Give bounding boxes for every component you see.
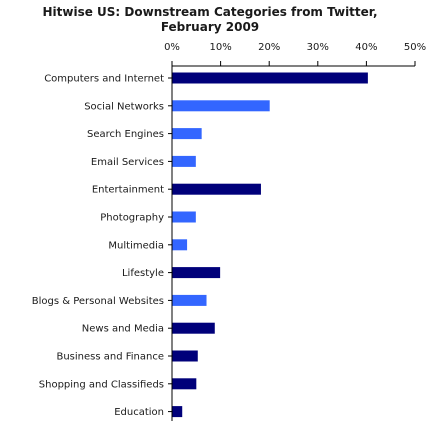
bar xyxy=(172,350,198,362)
bar xyxy=(172,378,197,390)
bar xyxy=(172,294,207,306)
bar xyxy=(172,406,183,418)
category-label: Lifestyle xyxy=(122,268,164,279)
bars xyxy=(172,72,368,418)
category-labels: Computers and Internet Social Networks Sea… xyxy=(32,74,164,419)
category-label: Email Services xyxy=(91,157,164,168)
bar xyxy=(172,100,270,112)
x-tick-label: 40% xyxy=(355,42,377,53)
category-label: Photography xyxy=(100,213,164,224)
category-label: Search Engines xyxy=(87,129,164,140)
category-label: Business and Finance xyxy=(56,352,164,363)
bar xyxy=(172,322,215,334)
x-tick-label: 20% xyxy=(258,42,280,53)
x-tick-label: 0% xyxy=(164,42,180,53)
x-axis: 0% 10% 20% 30% 40% 50% xyxy=(164,42,426,421)
x-tick-label: 50% xyxy=(404,42,426,53)
bar xyxy=(172,267,221,279)
x-tick-label: 10% xyxy=(209,42,231,53)
category-label: Education xyxy=(114,407,164,418)
x-tick-label: 30% xyxy=(307,42,329,53)
category-label: News and Media xyxy=(82,324,164,335)
bar xyxy=(172,183,261,195)
category-label: Shopping and Classifieds xyxy=(39,379,164,390)
bar xyxy=(172,239,188,251)
bar xyxy=(172,128,202,140)
category-label: Social Networks xyxy=(84,101,164,112)
chart-title-line-2: February 2009 xyxy=(161,20,259,34)
category-label: Blogs & Personal Websites xyxy=(32,296,164,307)
chart-title-line-1: Hitwise US: Downstream Categories from T… xyxy=(42,5,377,19)
category-label: Entertainment xyxy=(92,185,164,196)
bar xyxy=(172,72,368,84)
category-label: Computers and Internet xyxy=(44,74,164,85)
bar xyxy=(172,211,196,223)
category-label: Multimedia xyxy=(108,240,164,251)
bar xyxy=(172,155,196,167)
